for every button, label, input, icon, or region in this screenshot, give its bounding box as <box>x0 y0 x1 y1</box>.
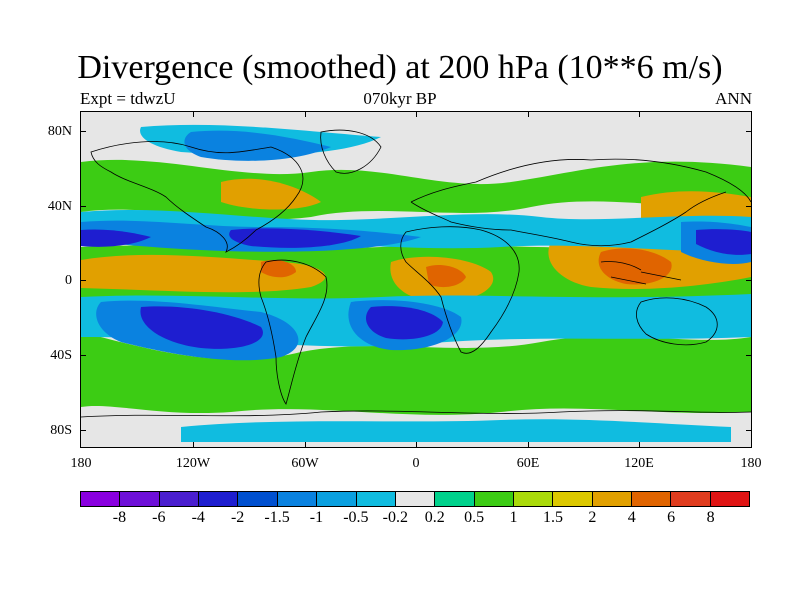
lon-label-0: 0 <box>412 456 420 471</box>
lon-tick-top <box>193 111 194 117</box>
colorbar-label: -2 <box>230 509 245 526</box>
lat-label-40n: 40N <box>47 199 72 214</box>
colorbar-swatch <box>120 492 160 506</box>
lat-label-80n: 80N <box>47 124 72 139</box>
divergence-field <box>81 124 751 442</box>
colorbar-swatch <box>81 492 121 506</box>
colorbar <box>80 491 750 507</box>
colorbar-label: 1.5 <box>542 509 563 526</box>
coast-antarctica <box>81 410 751 418</box>
field-strong-neg-satl <box>366 306 443 340</box>
field-strong-pos-warmpool <box>598 248 672 285</box>
lat-tick <box>80 206 86 207</box>
lon-label-120w: 120W <box>175 456 211 471</box>
colorbar-label: 6 <box>667 509 676 526</box>
colorbar-swatch <box>277 492 318 506</box>
field-weak-neg-antarctic <box>181 419 731 442</box>
lat-tick <box>80 131 86 132</box>
coast-north-america <box>90 141 304 253</box>
lon-label-60w: 60W <box>291 456 319 471</box>
colorbar-swatch <box>671 492 711 506</box>
lon-tick <box>528 442 529 448</box>
field-mod-neg-arctic <box>184 130 331 161</box>
colorbar-swatch <box>474 492 514 506</box>
field-strong-neg-npac <box>81 229 151 247</box>
colorbar-swatch <box>159 492 200 506</box>
coastlines <box>81 129 751 418</box>
lon-tick-top <box>528 111 529 117</box>
field-weak-pos-south <box>81 332 751 415</box>
lat-tick-right <box>746 280 752 281</box>
colorbar-swatch <box>317 492 357 506</box>
lon-tick-top <box>639 111 640 117</box>
coast-greenland <box>320 129 382 174</box>
colorbar-label: -6 <box>152 509 166 526</box>
colorbar-swatch <box>435 492 475 506</box>
lon-label-60e: 60E <box>516 456 540 471</box>
colorbar-swatch <box>356 492 396 506</box>
lon-tick-top <box>305 111 306 117</box>
field-strong-pos-africa <box>426 265 466 288</box>
colorbar-label: 1 <box>509 509 518 526</box>
lon-label-180w: 180 <box>70 456 92 471</box>
colorbar-label: 2 <box>588 509 597 526</box>
colorbar-label: -0.5 <box>343 509 369 526</box>
coast-europe-asia <box>410 158 751 247</box>
coast-africa <box>400 226 520 354</box>
lon-tick <box>193 442 194 448</box>
season-label: ANN <box>715 89 752 108</box>
lat-tick-right <box>746 430 752 431</box>
lat-tick-right <box>746 355 752 356</box>
field-strong-neg-wpac <box>696 229 751 255</box>
colorbar-swatch <box>238 492 278 506</box>
lat-label-eq: 0 <box>65 273 72 288</box>
lon-tick <box>305 442 306 448</box>
field-mod-pos-nh <box>221 178 321 210</box>
lat-label-40s: 40S <box>50 348 72 363</box>
field-strong-neg-sepac <box>140 306 263 349</box>
colorbar-label: -1 <box>309 509 324 526</box>
field-strong-neg-natl <box>229 228 361 248</box>
lon-tick <box>416 442 417 448</box>
plot-title: Divergence (smoothed) at 200 hPa (10**6 … <box>77 49 723 86</box>
colorbar-label: 4 <box>627 509 636 526</box>
colorbar-swatch <box>395 492 436 506</box>
colorbar-swatch <box>632 492 672 506</box>
lon-label-120e: 120E <box>624 456 654 471</box>
colorbar-swatch <box>199 492 239 506</box>
lon-tick <box>639 442 640 448</box>
lat-label-80s: 80S <box>50 423 72 438</box>
divergence-map <box>80 111 752 448</box>
map-canvas <box>81 112 751 447</box>
colorbar-label: 0.5 <box>464 509 485 526</box>
time-label: 070kyr BP <box>363 89 437 108</box>
lat-tick <box>80 355 86 356</box>
colorbar-label: 8 <box>706 509 715 526</box>
lat-tick-right <box>746 206 752 207</box>
lat-tick <box>80 280 86 281</box>
coast-indonesia <box>600 261 682 285</box>
colorbar-label: -8 <box>112 509 127 526</box>
colorbar-swatch <box>710 492 750 506</box>
lon-label-180e: 180 <box>740 456 762 471</box>
colorbar-label: 0.2 <box>424 509 445 526</box>
field-strong-pos-amazon <box>261 260 296 278</box>
experiment-label: Expt = tdwzU <box>80 89 176 108</box>
lon-tick-top <box>416 111 417 117</box>
colorbar-swatch <box>513 492 554 506</box>
colorbar-label: -4 <box>191 509 205 526</box>
lat-tick <box>80 430 86 431</box>
colorbar-swatch <box>553 492 593 506</box>
coast-south-america <box>258 259 328 405</box>
colorbar-label: -0.2 <box>382 509 408 526</box>
colorbar-label: -1.5 <box>264 509 290 526</box>
lat-tick-right <box>746 131 752 132</box>
coast-australia <box>636 297 718 346</box>
colorbar-swatch <box>592 492 633 506</box>
